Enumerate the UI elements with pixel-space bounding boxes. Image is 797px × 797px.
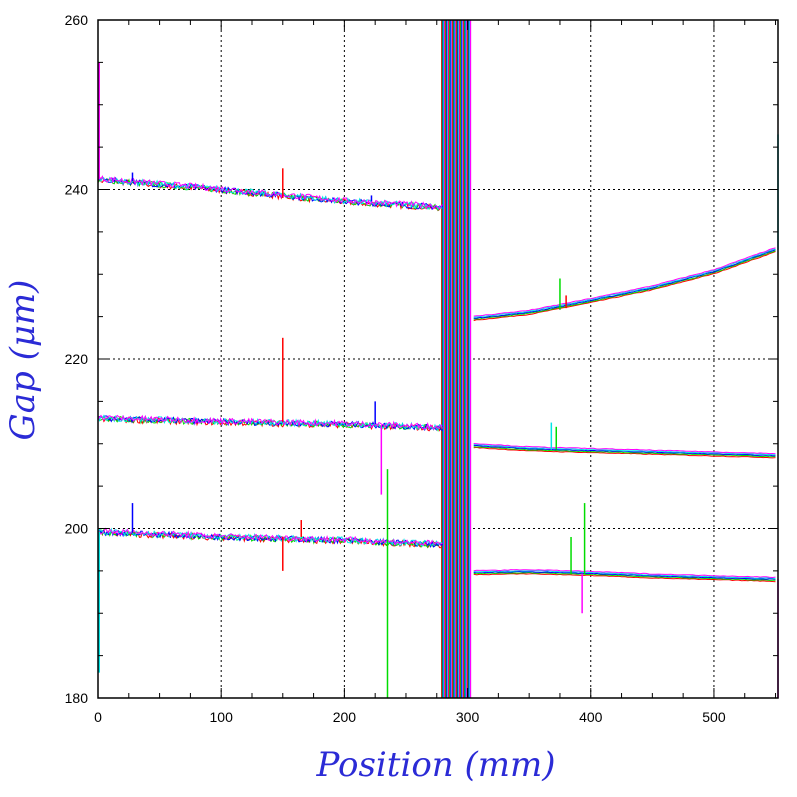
grid-lines bbox=[98, 20, 778, 698]
x-tick-label: 200 bbox=[333, 709, 357, 725]
series-line-3 bbox=[473, 573, 776, 583]
series-line-3 bbox=[473, 569, 776, 579]
series-line-1 bbox=[473, 251, 776, 322]
series-line-1 bbox=[473, 249, 776, 319]
series-line-2 bbox=[97, 414, 443, 431]
series-line-1 bbox=[97, 176, 443, 211]
series-line-1 bbox=[473, 250, 776, 320]
series-line-1 bbox=[97, 175, 443, 210]
y-tick-label: 240 bbox=[65, 182, 89, 198]
series-line-2 bbox=[473, 443, 776, 456]
series-line-2 bbox=[473, 446, 776, 459]
series-lines bbox=[97, 175, 776, 583]
y-axis-label: Gap (μm) bbox=[3, 280, 43, 441]
y-tick-label: 180 bbox=[65, 690, 89, 706]
x-tick-label: 400 bbox=[579, 709, 603, 725]
series-line-2 bbox=[473, 443, 776, 455]
series-line-1 bbox=[473, 248, 776, 318]
x-tick-label: 300 bbox=[456, 709, 480, 725]
spike-marks bbox=[98, 62, 779, 698]
series-line-2 bbox=[473, 446, 776, 458]
series-line-3 bbox=[473, 570, 776, 580]
x-tick-label: 500 bbox=[702, 709, 726, 725]
series-line-3 bbox=[473, 571, 776, 581]
series-line-1 bbox=[473, 247, 776, 317]
series-line-2 bbox=[97, 414, 443, 431]
y-tick-label: 200 bbox=[65, 521, 89, 537]
series-line-3 bbox=[97, 527, 443, 546]
x-tick-label: 100 bbox=[210, 709, 234, 725]
x-tick-label: 0 bbox=[94, 709, 102, 725]
gap-region-band bbox=[441, 20, 472, 698]
x-tick-labels: 0 100 200 300 400 500 bbox=[94, 709, 726, 725]
axis-ticks bbox=[97, 19, 778, 699]
x-axis-label: Position (mm) bbox=[315, 745, 555, 785]
series-line-3 bbox=[473, 570, 776, 580]
y-tick-label: 220 bbox=[65, 351, 89, 367]
series-line-2 bbox=[97, 414, 443, 432]
y-tick-labels: 180 200 220 240 260 bbox=[65, 12, 89, 706]
y-tick-label: 260 bbox=[65, 12, 89, 28]
